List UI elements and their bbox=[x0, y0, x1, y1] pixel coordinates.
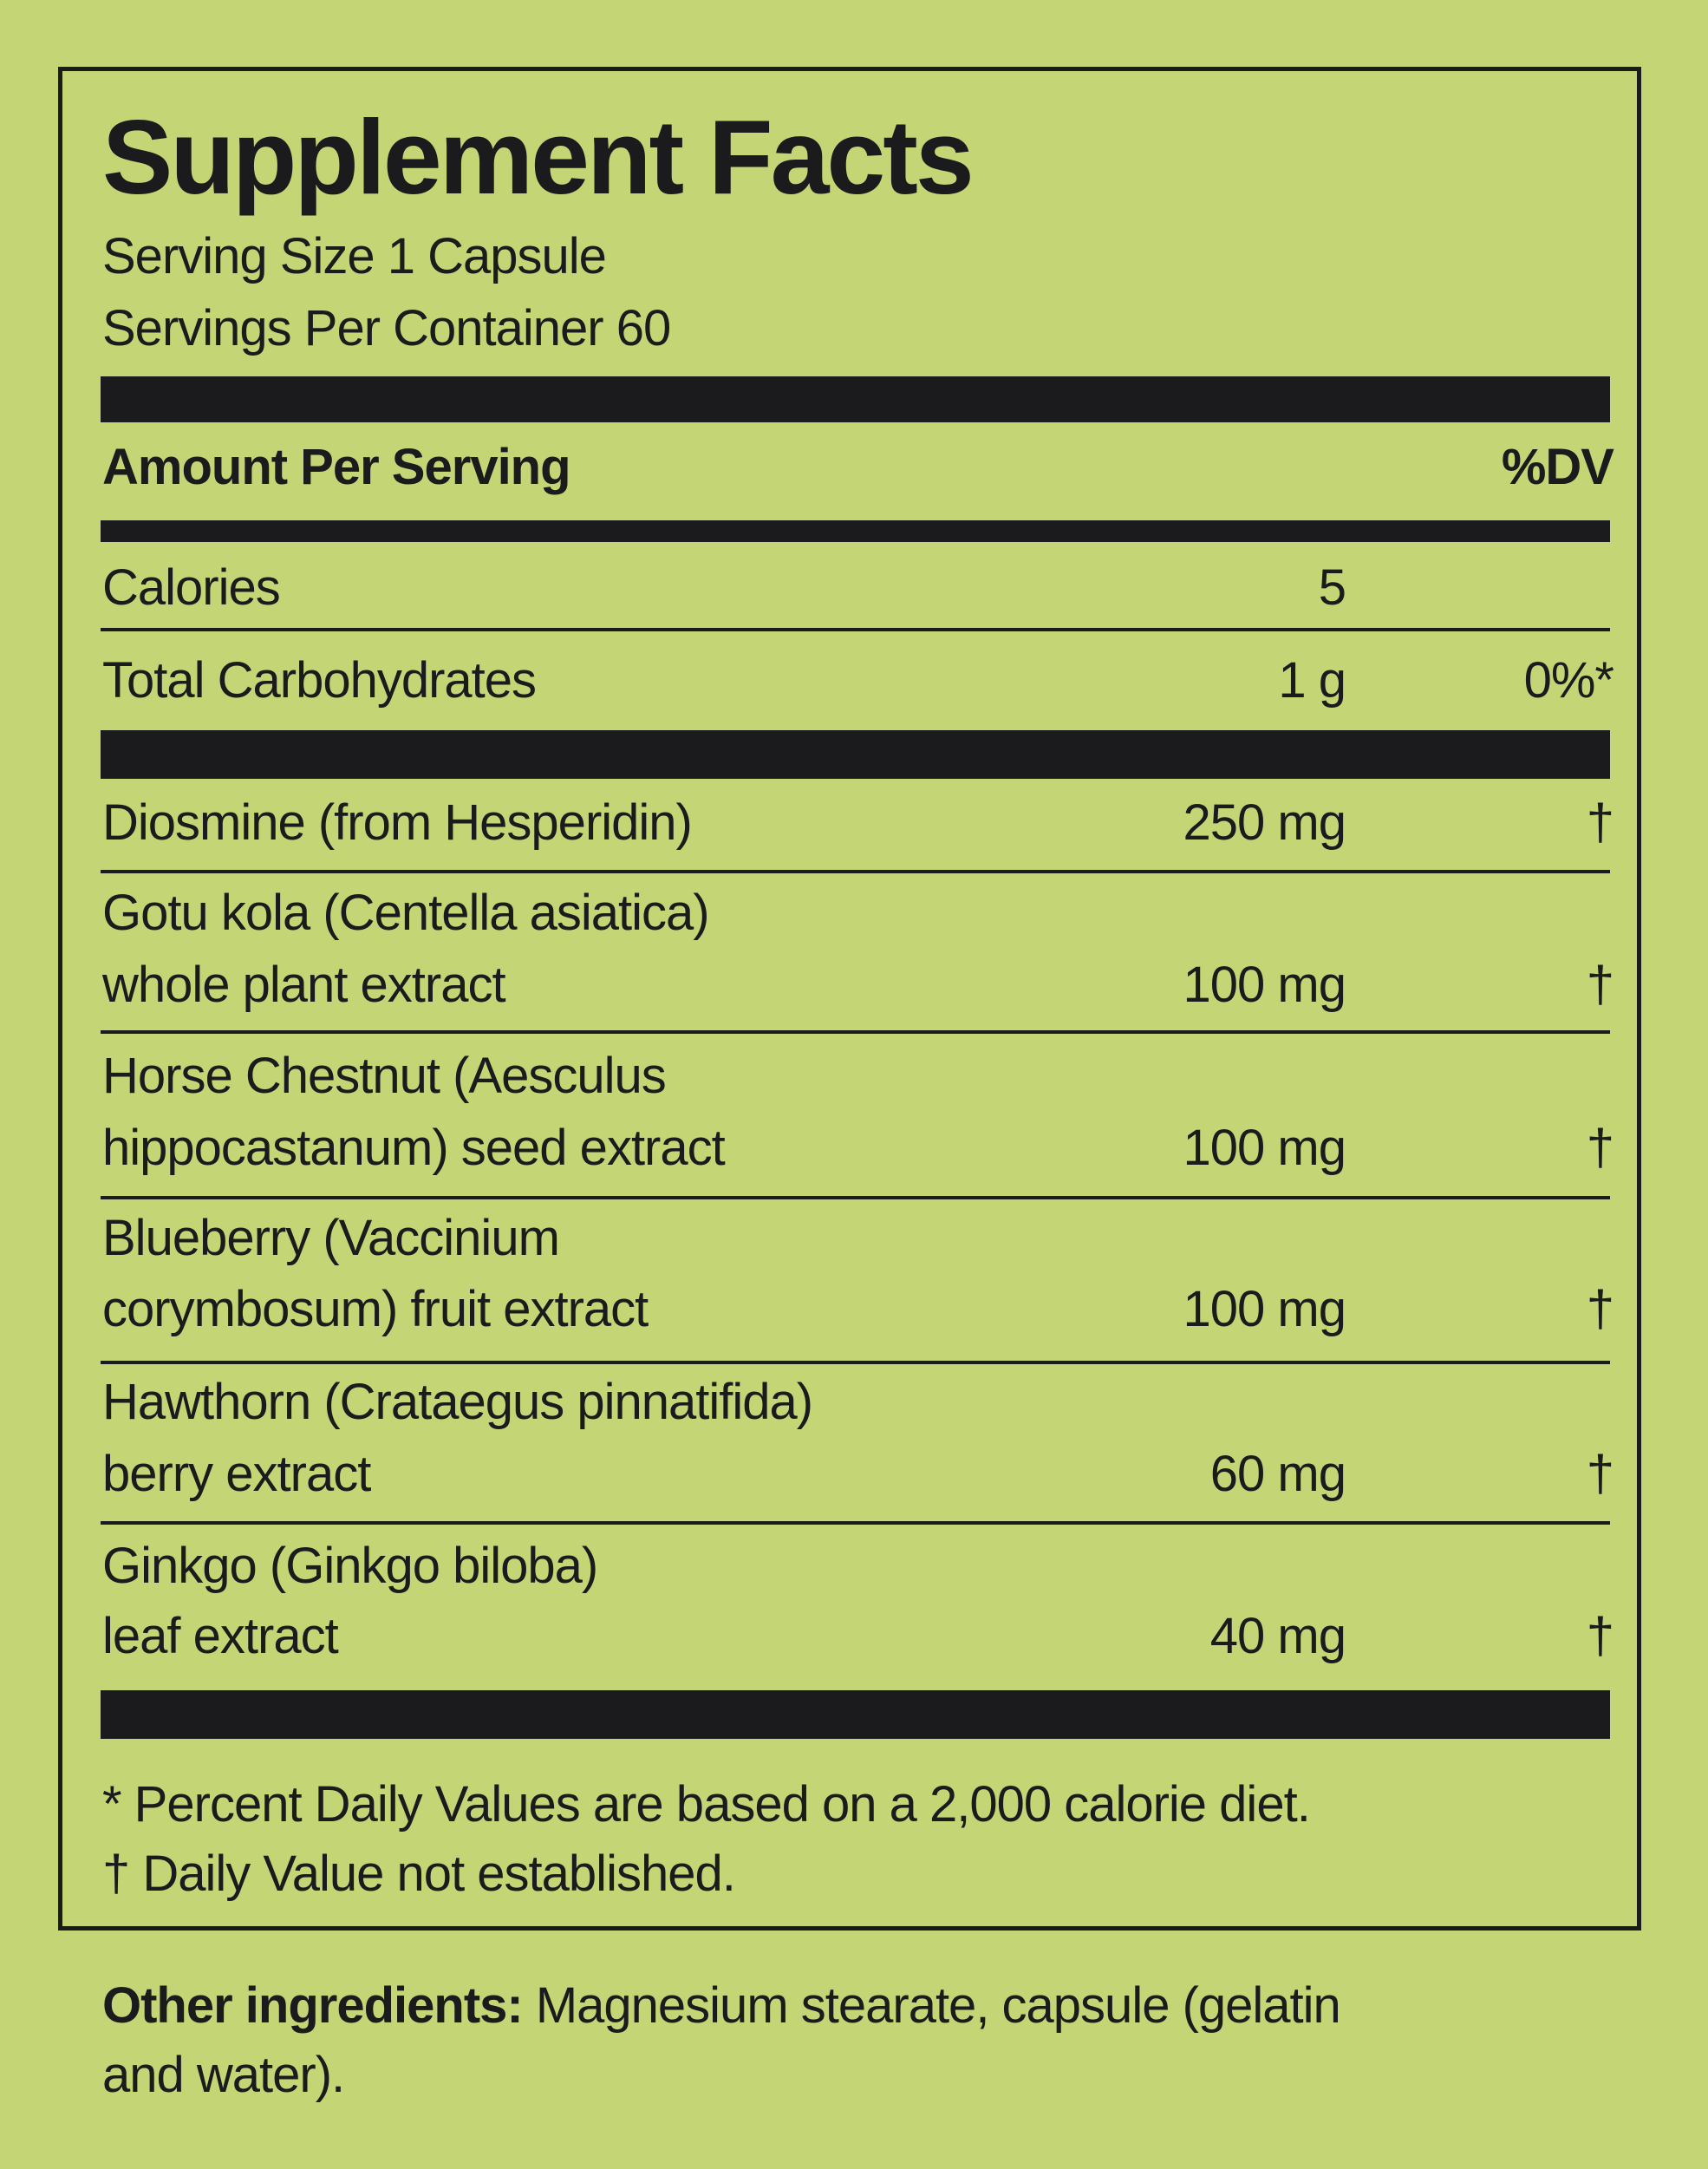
row-dv: † bbox=[1586, 1446, 1614, 1502]
row-name-line2: corymbosum) fruit extract bbox=[102, 1281, 649, 1337]
row-divider bbox=[101, 1521, 1610, 1525]
footnote-percent-dv: * Percent Daily Values are based on a 2,… bbox=[102, 1776, 1311, 1833]
row-amount: 40 mg bbox=[1209, 1608, 1346, 1664]
row-amount: 1 g bbox=[1278, 652, 1346, 709]
other-ingredients-line2: and water). bbox=[102, 2047, 345, 2103]
row-amount: 250 mg bbox=[1183, 794, 1346, 851]
dv-header: %DV bbox=[1501, 439, 1614, 495]
row-amount: 100 mg bbox=[1183, 1120, 1346, 1176]
row-amount: 5 bbox=[1318, 559, 1346, 616]
row-name: Ginkgo (Ginkgo biloba) bbox=[102, 1538, 598, 1594]
row-name: Calories bbox=[102, 559, 281, 616]
row-amount: 100 mg bbox=[1183, 1281, 1346, 1337]
amount-per-serving-header: Amount Per Serving bbox=[102, 439, 571, 495]
row-divider bbox=[101, 1361, 1610, 1364]
row-dv: 0%* bbox=[1523, 652, 1614, 709]
row-name: Hawthorn (Crataegus pinnatifida) bbox=[102, 1374, 813, 1430]
row-divider bbox=[101, 870, 1610, 873]
thick-divider bbox=[101, 730, 1610, 779]
other-ingredients: Other ingredients: Magnesium stearate, c… bbox=[102, 1981, 1341, 2031]
footnote-dagger: † Daily Value not established. bbox=[102, 1846, 736, 1902]
row-name: Blueberry (Vaccinium bbox=[102, 1210, 560, 1266]
row-dv: † bbox=[1586, 1120, 1614, 1176]
panel-title: Supplement Facts bbox=[102, 98, 975, 216]
other-ingredients-label: Other ingredients: bbox=[102, 1977, 524, 2034]
row-name-line2: whole plant extract bbox=[102, 957, 506, 1013]
row-name-line2: berry extract bbox=[102, 1446, 371, 1502]
row-name-line2: leaf extract bbox=[102, 1608, 339, 1664]
row-dv: † bbox=[1586, 1608, 1614, 1664]
medium-divider bbox=[101, 520, 1610, 542]
other-ingredients-text: Magnesium stearate, capsule (gelatin bbox=[522, 1977, 1341, 2034]
row-dv: † bbox=[1586, 794, 1614, 851]
row-divider bbox=[101, 628, 1610, 631]
servings-per-container: Servings Per Container 60 bbox=[102, 300, 671, 356]
row-name: Horse Chestnut (Aesculus bbox=[102, 1048, 667, 1104]
row-divider bbox=[101, 1196, 1610, 1199]
row-name: Total Carbohydrates bbox=[102, 652, 537, 709]
row-dv: † bbox=[1586, 957, 1614, 1013]
row-amount: 60 mg bbox=[1209, 1446, 1346, 1502]
serving-size: Serving Size 1 Capsule bbox=[102, 228, 607, 284]
row-amount: 100 mg bbox=[1183, 957, 1346, 1013]
row-name: Gotu kola (Centella asiatica) bbox=[102, 885, 710, 941]
thick-divider bbox=[101, 1690, 1610, 1739]
supplement-facts-panel bbox=[58, 67, 1641, 1931]
thick-divider bbox=[101, 376, 1610, 422]
row-divider bbox=[101, 1030, 1610, 1034]
row-name-line2: hippocastanum) seed extract bbox=[102, 1120, 726, 1176]
row-dv: † bbox=[1586, 1281, 1614, 1337]
row-name: Diosmine (from Hesperidin) bbox=[102, 794, 693, 851]
